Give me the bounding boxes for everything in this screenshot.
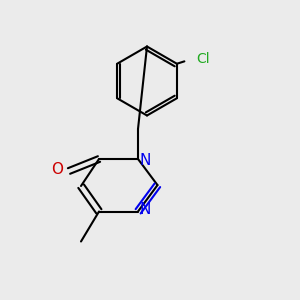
Text: Cl: Cl [196, 52, 210, 66]
Text: N: N [140, 202, 151, 217]
Text: N: N [140, 153, 151, 168]
Text: O: O [52, 162, 64, 177]
